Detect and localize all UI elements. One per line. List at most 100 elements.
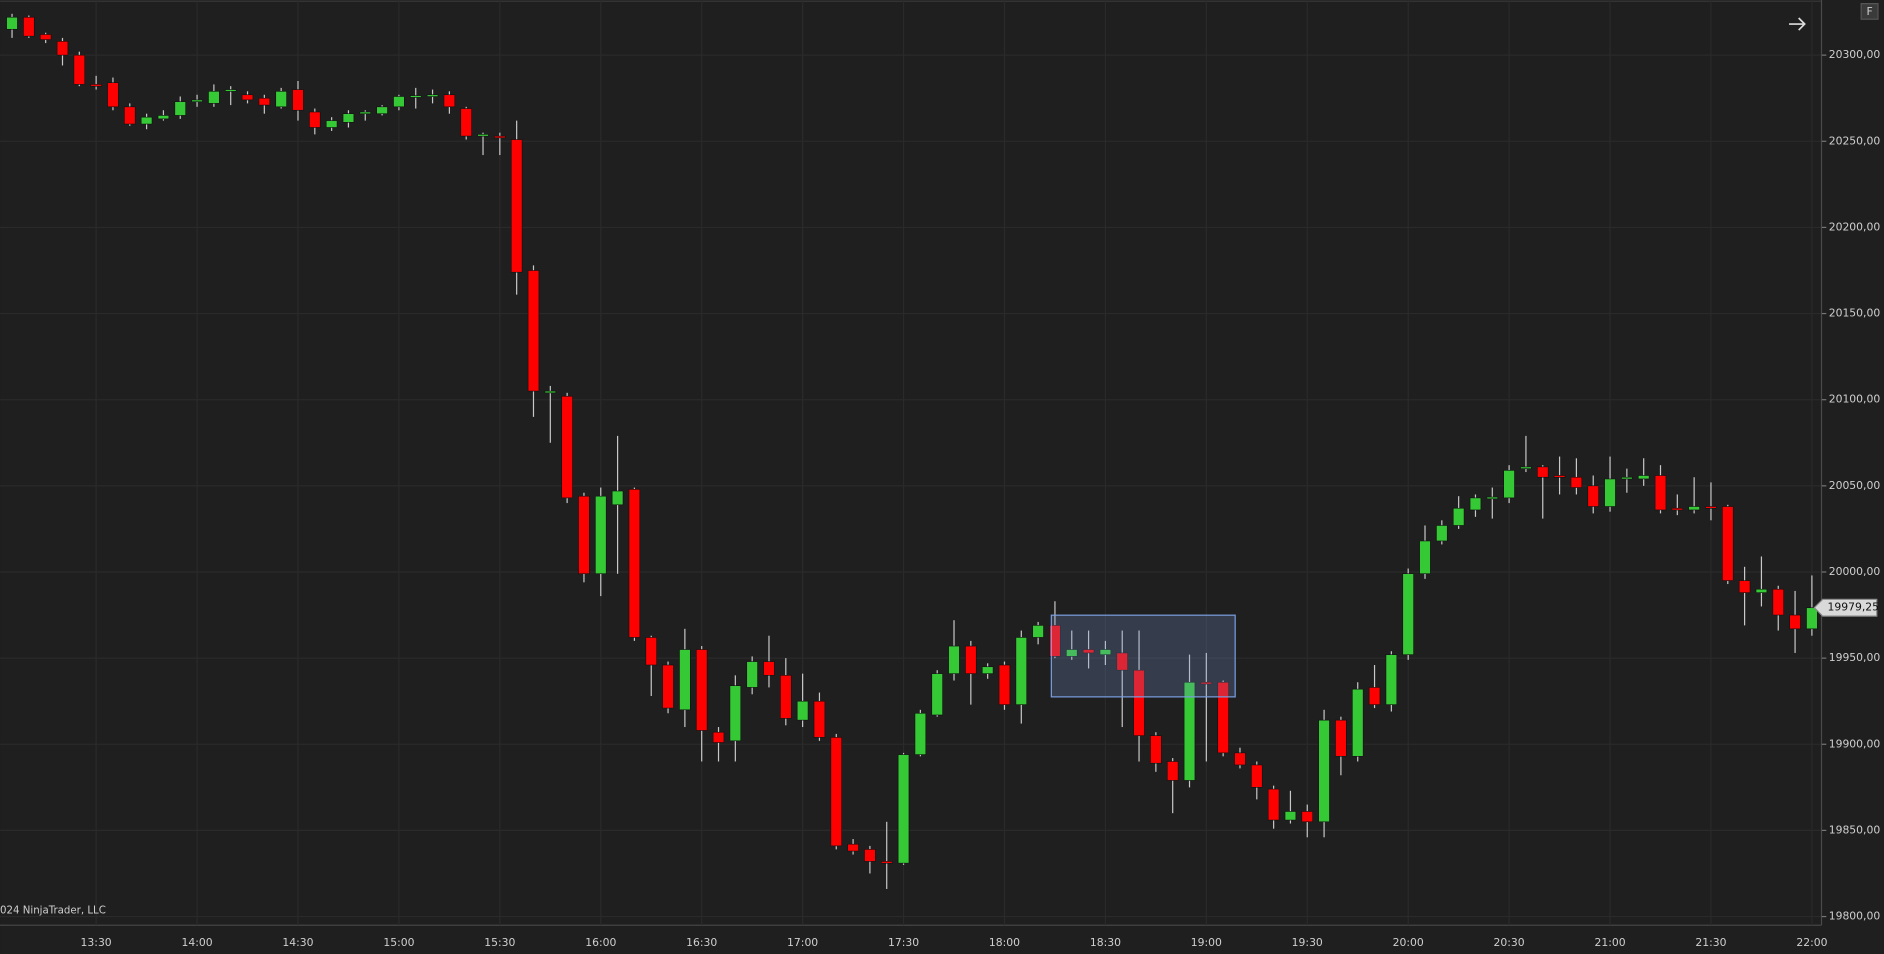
candle-body [1049, 625, 1061, 657]
watermark: 024 NinjaTrader, LLC [0, 906, 106, 917]
candle-body [1789, 614, 1801, 630]
last-price-label: 19979,25 [1828, 601, 1880, 614]
candle-body [1032, 625, 1044, 638]
x-tick-label: 14:30 [282, 936, 313, 949]
rectangle-drawing [1050, 614, 1236, 698]
arrow-icon[interactable] [1789, 17, 1806, 31]
candle-body [510, 139, 523, 273]
candle-body [1537, 466, 1549, 478]
y-tick-label: 20150,00 [1829, 307, 1881, 320]
y-tick-label: 20250,00 [1829, 134, 1881, 147]
candle-body [1520, 466, 1532, 469]
candle-body [813, 700, 826, 738]
candle-body [275, 91, 287, 108]
y-tick-label: 20200,00 [1829, 220, 1881, 233]
candle-body [864, 849, 876, 862]
candle-body [1621, 476, 1633, 480]
candle-body [527, 270, 540, 392]
candle-body [1755, 588, 1768, 593]
candle-body [1671, 507, 1684, 511]
candle-body [830, 737, 842, 847]
candle-body [208, 91, 220, 104]
candle-body [981, 666, 994, 674]
y-tick-label: 19950,00 [1829, 651, 1881, 664]
candle-body [1082, 649, 1095, 654]
candle-body [309, 111, 321, 128]
candle-body [39, 34, 52, 40]
candle-body [1570, 476, 1583, 488]
y-tick-label: 19850,00 [1829, 823, 1881, 836]
candle-body [393, 96, 405, 108]
x-tick-label: 19:30 [1292, 936, 1323, 949]
candle-body [1099, 649, 1112, 655]
candle-body [410, 95, 422, 98]
y-tick-label: 20050,00 [1829, 479, 1881, 492]
candle-body [679, 649, 691, 711]
candle-body [1217, 681, 1229, 754]
x-tick-label: 18:30 [1090, 936, 1121, 949]
x-tick-label: 15:00 [383, 936, 414, 949]
candle-body [780, 675, 792, 719]
grid [0, 0, 1827, 926]
x-tick-label: 17:00 [787, 936, 818, 949]
candle-body [1385, 654, 1398, 705]
candle-body [124, 106, 136, 125]
candle-body [611, 490, 624, 506]
candle-body [1150, 735, 1162, 764]
candle-body [712, 731, 725, 743]
candle-body [1200, 681, 1213, 685]
candle-body [662, 664, 674, 709]
button-label[interactable]: F [1866, 5, 1872, 18]
x-tick-label: 15:30 [484, 936, 515, 949]
candle-body [796, 700, 809, 721]
candle-body [1318, 719, 1330, 823]
candle-body [359, 111, 371, 115]
candle-body [561, 395, 573, 499]
y-tick-label: 20300,00 [1829, 48, 1881, 61]
candle-body [1637, 475, 1650, 480]
candle-body [241, 94, 254, 101]
candle-body [23, 16, 35, 37]
candle-body [494, 135, 506, 139]
candle-body [1503, 470, 1515, 499]
candle-body [1806, 607, 1818, 630]
candle-body [1486, 496, 1498, 500]
candle-body [477, 134, 489, 137]
candle-body [1587, 485, 1599, 507]
candle-body [1738, 580, 1751, 593]
x-tick-label: 19:00 [1191, 936, 1222, 949]
x-tick-label: 16:30 [686, 936, 717, 949]
candle-body [1234, 752, 1246, 766]
button[interactable] [1860, 3, 1879, 20]
candle-body [140, 116, 153, 125]
candle-body [90, 84, 102, 87]
candle-body [1436, 525, 1448, 542]
last-price-tag [1813, 598, 1878, 617]
y-tick-label: 19900,00 [1829, 737, 1881, 750]
candle-body [1402, 573, 1414, 655]
candle-body [746, 661, 758, 688]
candle-body [426, 94, 439, 97]
candle-body [1772, 588, 1784, 616]
candle-body [914, 712, 927, 755]
candle-body [1419, 540, 1431, 575]
candle-body [1166, 761, 1179, 781]
x-tick-label: 21:30 [1695, 936, 1726, 949]
candle-body [628, 488, 641, 638]
candle-body [1066, 649, 1078, 657]
candle-body [73, 54, 86, 85]
candle-body [224, 89, 237, 92]
candle-body [1116, 652, 1128, 671]
candle-body [174, 101, 186, 116]
candle-body [1352, 688, 1364, 757]
candle-body [595, 495, 607, 575]
candle-body [1133, 669, 1145, 736]
x-tick-label: 17:30 [888, 936, 919, 949]
candle-body [544, 390, 557, 394]
x-tick-label: 22:00 [1796, 936, 1827, 949]
candles [6, 13, 1818, 889]
candle-body [1301, 811, 1313, 823]
